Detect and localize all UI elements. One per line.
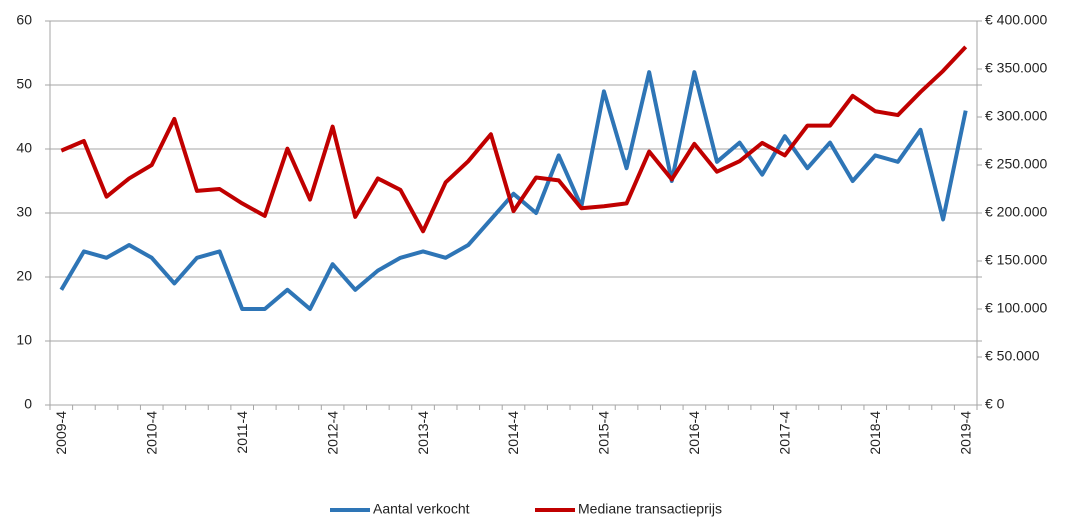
y-tick-label: 10 <box>16 332 32 348</box>
y2-tick-label: € 100.000 <box>985 300 1047 316</box>
x-tick-label: 2016-4 <box>686 411 702 455</box>
y-tick-label: 40 <box>16 140 32 156</box>
y2-tick-label: € 350.000 <box>985 60 1047 76</box>
x-tick-label: 2009-4 <box>53 411 69 455</box>
x-tick-label: 2017-4 <box>777 411 793 455</box>
line-series <box>60 45 968 234</box>
x-tick-label: 2012-4 <box>324 411 340 455</box>
y2-tick-label: € 150.000 <box>985 252 1047 268</box>
legend-label: Aantal verkocht <box>373 501 470 517</box>
x-tick-label: 2011-4 <box>234 411 250 454</box>
y2-tick-label: € 0 <box>985 396 1005 412</box>
legend-label: Mediane transactieprijs <box>578 501 722 517</box>
y-tick-label: 0 <box>24 396 32 412</box>
y2-tick-label: € 400.000 <box>985 12 1047 28</box>
y2-tick-label: € 300.000 <box>985 108 1047 124</box>
line-series <box>59 70 968 311</box>
x-tick-label: 2010-4 <box>143 411 159 455</box>
x-tick-label: 2019-4 <box>957 411 973 455</box>
x-tick-label: 2014-4 <box>505 411 521 455</box>
x-tick-label: 2015-4 <box>596 411 612 455</box>
y-tick-label: 50 <box>16 76 32 92</box>
x-tick-label: 2013-4 <box>415 411 431 455</box>
y-tick-label: 20 <box>16 268 32 284</box>
y2-tick-label: € 250.000 <box>985 156 1047 172</box>
y-tick-label: 60 <box>16 12 32 28</box>
x-tick-label: 2018-4 <box>867 411 883 455</box>
y-tick-label: 30 <box>16 204 32 220</box>
y2-tick-label: € 200.000 <box>985 204 1047 220</box>
y2-tick-label: € 50.000 <box>985 348 1040 364</box>
